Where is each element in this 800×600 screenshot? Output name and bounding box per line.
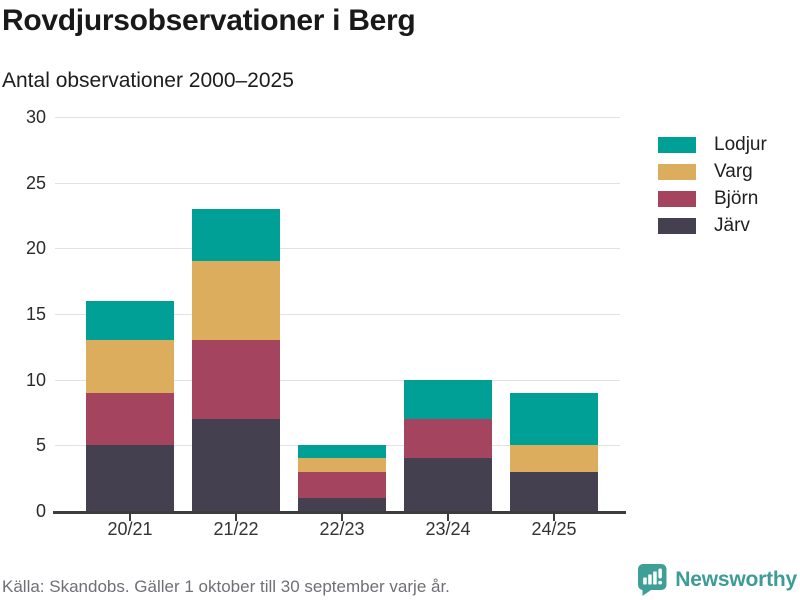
bar-segment-lodjur-22/23: [298, 445, 386, 459]
stacked-bar-21/22: [192, 208, 280, 511]
bar-segment-järv-21/22: [192, 419, 280, 511]
bar-slot-23/24: [395, 117, 501, 511]
legend-item-varg: Varg: [658, 161, 767, 182]
gridline-y25: [55, 182, 620, 184]
bar-segment-björn-20/21: [86, 392, 174, 446]
bar-segment-björn-22/23: [298, 471, 386, 498]
y-axis-label-0: 0: [35, 501, 46, 521]
bar-segment-järv-23/24: [404, 458, 492, 511]
gridline-y20: [55, 248, 620, 250]
plot-area: [53, 117, 626, 521]
legend-swatch-lodjur: [658, 137, 696, 153]
source-note: Källa: Skandobs. Gäller 1 oktober till 3…: [2, 577, 450, 596]
bar-slot-24/25: [501, 117, 607, 511]
bar-slot-22/23: [289, 117, 395, 511]
legend: Lodjur Varg Björn Järv: [658, 134, 767, 245]
bar-segment-lodjur-23/24: [404, 379, 492, 420]
gridline-y30: [55, 117, 620, 118]
newsworthy-wordmark: Newsworthy: [675, 568, 797, 591]
chart-subtitle: Antal observationer 2000–2025: [2, 69, 294, 92]
legend-item-lodjur: Lodjur: [658, 134, 767, 155]
y-axis-label-15: 15: [25, 304, 46, 324]
y-axis-label-20: 20: [25, 238, 46, 259]
bar-segment-järv-22/23: [298, 497, 386, 511]
bar-segment-lodjur-21/22: [192, 208, 280, 262]
x-tick-23/24: [447, 514, 449, 521]
y-axis-label-10: 10: [25, 369, 46, 390]
chart-title: Rovdjursobservationer i Berg: [2, 4, 416, 37]
x-axis-label-23/24: 23/24: [425, 519, 471, 539]
bar-segment-varg-20/21: [86, 340, 174, 393]
bar-segment-lodjur-20/21: [86, 300, 174, 341]
legend-item-björn: Björn: [658, 188, 767, 209]
y-axis-label-30: 30: [25, 107, 46, 127]
y-axis-label-5: 5: [35, 435, 46, 456]
x-tick-21/22: [235, 514, 237, 521]
x-axis-label-22/23: 22/23: [319, 519, 365, 539]
stacked-bar-24/25: [510, 392, 598, 511]
newsworthy-logo-icon: [638, 564, 667, 596]
bars-container: [58, 117, 626, 511]
legend-label-järv: Järv: [714, 215, 750, 236]
bar-segment-varg-24/25: [510, 445, 598, 472]
x-tick-24/25: [553, 514, 555, 521]
stacked-bar-20/21: [86, 300, 174, 511]
x-axis-label-24/25: 24/25: [531, 519, 577, 539]
bar-segment-björn-21/22: [192, 340, 280, 420]
legend-label-lodjur: Lodjur: [714, 134, 767, 155]
x-tick-20/21: [129, 514, 131, 521]
x-axis-line: [53, 511, 626, 514]
bar-slot-21/22: [183, 117, 289, 511]
legend-item-järv: Järv: [658, 215, 767, 236]
bar-segment-varg-21/22: [192, 261, 280, 341]
y-axis-label-25: 25: [25, 172, 46, 193]
stacked-bar-23/24: [404, 379, 492, 511]
stacked-bar-22/23: [298, 445, 386, 511]
bar-slot-20/21: [77, 117, 183, 511]
bar-segment-järv-20/21: [86, 445, 174, 511]
gridline-y10: [55, 379, 620, 381]
x-tick-22/23: [341, 514, 343, 521]
bar-segment-lodjur-24/25: [510, 392, 598, 446]
gridline-y15: [55, 314, 620, 315]
x-axis-label-21/22: 21/22: [213, 519, 259, 539]
bar-segment-björn-23/24: [404, 419, 492, 459]
legend-label-varg: Varg: [714, 161, 753, 182]
legend-swatch-varg: [658, 164, 696, 180]
newsworthy-branding: Newsworthy: [638, 564, 797, 596]
bar-segment-varg-22/23: [298, 458, 386, 472]
legend-label-björn: Björn: [714, 188, 759, 209]
x-axis-label-20/21: 20/21: [107, 519, 153, 539]
legend-swatch-björn: [658, 191, 696, 207]
bar-segment-järv-24/25: [510, 471, 598, 511]
legend-swatch-järv: [658, 218, 696, 234]
